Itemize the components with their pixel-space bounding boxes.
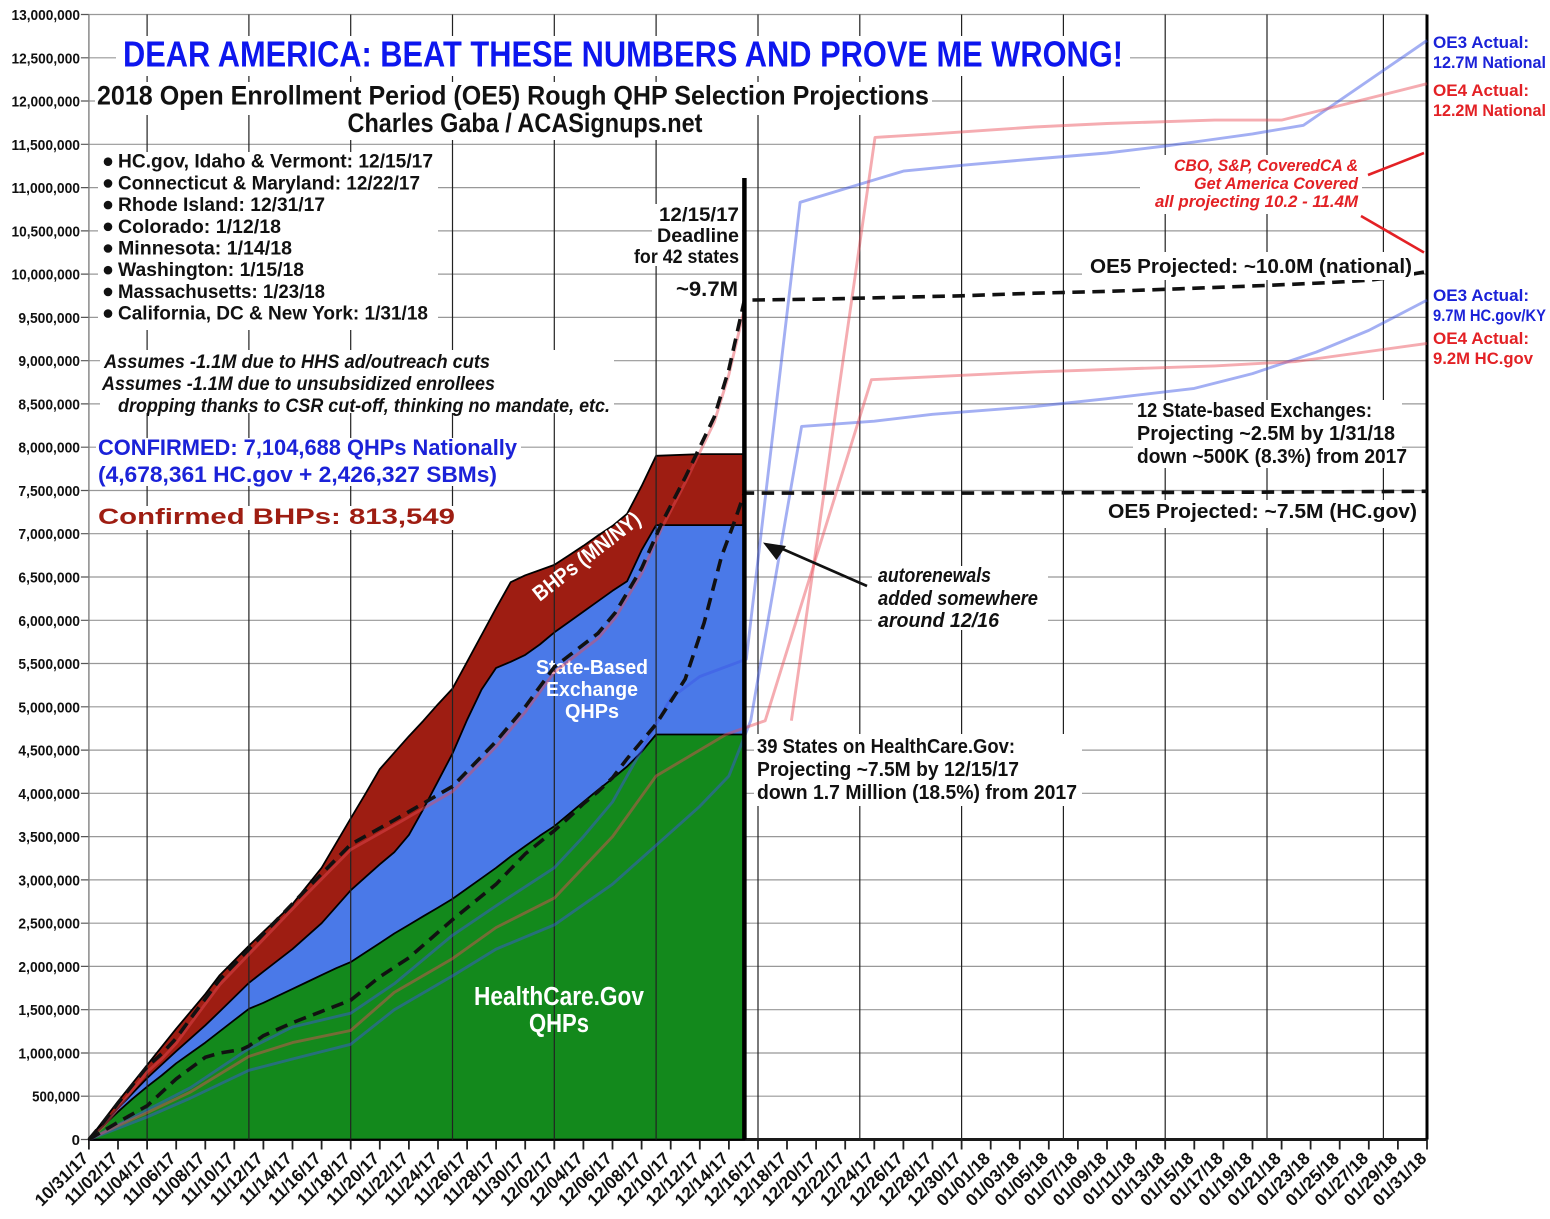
svg-text:QHPs: QHPs <box>529 1010 589 1038</box>
svg-text:7,000,000: 7,000,000 <box>18 526 80 543</box>
svg-text:down ~500K (8.3%) from 2017: down ~500K (8.3%) from 2017 <box>1137 446 1407 468</box>
svg-text:10,000,000: 10,000,000 <box>12 267 81 284</box>
svg-text:Deadline: Deadline <box>657 226 739 247</box>
svg-text:12,000,000: 12,000,000 <box>12 94 81 111</box>
svg-text:Connecticut & Maryland: 12/22/: Connecticut & Maryland: 12/22/17 <box>118 172 420 194</box>
svg-text:QHPs: QHPs <box>565 700 619 723</box>
svg-text:8,000,000: 8,000,000 <box>18 440 80 457</box>
svg-text:9,500,000: 9,500,000 <box>18 310 80 327</box>
svg-text:1,000,000: 1,000,000 <box>18 1046 80 1063</box>
svg-text:Assumes -1.1M due to HHS ad/ou: Assumes -1.1M due to HHS ad/outreach cut… <box>103 352 490 373</box>
svg-text:added somewhere: added somewhere <box>878 588 1038 610</box>
svg-text:~9.7M: ~9.7M <box>676 278 738 301</box>
svg-text:OE4 Actual:: OE4 Actual: <box>1433 329 1529 348</box>
svg-text:HC.gov, Idaho & Vermont: 12/15: HC.gov, Idaho & Vermont: 12/15/17 <box>118 151 433 173</box>
svg-text:12,500,000: 12,500,000 <box>12 50 81 67</box>
svg-text:OE3 Actual:: OE3 Actual: <box>1433 286 1529 305</box>
svg-text:California, DC & New York: 1/3: California, DC & New York: 1/31/18 <box>118 303 428 325</box>
svg-text:Rhode Island: 12/31/17: Rhode Island: 12/31/17 <box>118 194 325 216</box>
svg-text:autorenewals: autorenewals <box>878 565 991 587</box>
svg-text:CBO, S&P, CoveredCA &: CBO, S&P, CoveredCA & <box>1174 157 1358 175</box>
svg-text:4,000,000: 4,000,000 <box>18 786 80 803</box>
svg-text:3,000,000: 3,000,000 <box>18 872 80 889</box>
svg-text:Exchange: Exchange <box>546 678 638 701</box>
svg-text:5,000,000: 5,000,000 <box>18 699 80 716</box>
svg-text:9,000,000: 9,000,000 <box>18 353 80 370</box>
svg-text:3,500,000: 3,500,000 <box>18 829 80 846</box>
svg-text:4,500,000: 4,500,000 <box>18 743 80 760</box>
svg-text:Confirmed BHPs: 813,549: Confirmed BHPs: 813,549 <box>98 504 455 529</box>
svg-text:for 42 states: for 42 states <box>634 247 739 268</box>
svg-text:0: 0 <box>72 1132 80 1149</box>
svg-text:10,500,000: 10,500,000 <box>12 223 81 240</box>
svg-text:OE5 Projected: ~7.5M (HC.gov): OE5 Projected: ~7.5M (HC.gov) <box>1108 501 1417 523</box>
svg-text:OE5 Projected: ~10.0M (nationa: OE5 Projected: ~10.0M (national) <box>1090 256 1412 278</box>
svg-text:OE4 Actual:: OE4 Actual: <box>1433 81 1529 100</box>
svg-text:8,500,000: 8,500,000 <box>18 396 80 413</box>
svg-text:Massachusetts: 1/23/18: Massachusetts: 1/23/18 <box>118 281 325 303</box>
svg-text:Colorado: 1/12/18: Colorado: 1/12/18 <box>118 216 281 238</box>
svg-text:11,500,000: 11,500,000 <box>12 137 81 154</box>
svg-text:39 States on HealthCare.Gov:: 39 States on HealthCare.Gov: <box>757 736 1015 758</box>
svg-text:Washington: 1/15/18: Washington: 1/15/18 <box>118 259 304 281</box>
svg-text:CONFIRMED: 7,104,688 QHPs Nati: CONFIRMED: 7,104,688 QHPs Nationally <box>98 435 518 460</box>
svg-text:Projecting ~2.5M by 1/31/18: Projecting ~2.5M by 1/31/18 <box>1137 423 1395 445</box>
svg-text:around 12/16: around 12/16 <box>878 610 1000 632</box>
svg-text:12.2M National: 12.2M National <box>1433 101 1546 120</box>
svg-text:dropping thanks to CSR cut-off: dropping thanks to CSR cut-off, thinking… <box>118 396 610 417</box>
svg-text:1,500,000: 1,500,000 <box>18 1002 80 1019</box>
svg-text:6,500,000: 6,500,000 <box>18 570 80 587</box>
svg-text:2,000,000: 2,000,000 <box>18 959 80 976</box>
svg-text:11,000,000: 11,000,000 <box>12 180 81 197</box>
svg-text:5,500,000: 5,500,000 <box>18 656 80 673</box>
svg-text:Minnesota: 1/14/18: Minnesota: 1/14/18 <box>118 238 292 260</box>
svg-text:Get America Covered: Get America Covered <box>1194 175 1359 193</box>
svg-text:9.2M HC.gov: 9.2M HC.gov <box>1433 349 1534 368</box>
svg-text:(4,678,361 HC.gov + 2,426,327: (4,678,361 HC.gov + 2,426,327 SBMs) <box>98 462 497 487</box>
svg-text:DEAR AMERICA: BEAT THESE NUMBE: DEAR AMERICA: BEAT THESE NUMBERS AND PRO… <box>123 34 1123 75</box>
svg-text:down 1.7 Million (18.5%) from: down 1.7 Million (18.5%) from 2017 <box>757 782 1077 804</box>
svg-text:Projecting ~7.5M by 12/15/17: Projecting ~7.5M by 12/15/17 <box>757 759 1019 781</box>
svg-text:HealthCare.Gov: HealthCare.Gov <box>474 983 645 1011</box>
svg-text:6,000,000: 6,000,000 <box>18 613 80 630</box>
svg-text:12 State-based Exchanges:: 12 State-based Exchanges: <box>1137 400 1372 422</box>
svg-text:7,500,000: 7,500,000 <box>18 483 80 500</box>
svg-text:12.7M National: 12.7M National <box>1433 53 1546 72</box>
svg-text:13,000,000: 13,000,000 <box>12 7 81 24</box>
svg-text:Charles Gaba / ACASignups.net: Charles Gaba / ACASignups.net <box>348 108 703 138</box>
svg-text:OE3 Actual:: OE3 Actual: <box>1433 33 1529 52</box>
svg-text:12/15/17: 12/15/17 <box>659 205 739 226</box>
svg-text:9.7M HC.gov/KY: 9.7M HC.gov/KY <box>1433 306 1547 325</box>
svg-text:2018 Open Enrollment Period (O: 2018 Open Enrollment Period (OE5) Rough … <box>97 81 929 111</box>
svg-text:all projecting 10.2 - 11.4M: all projecting 10.2 - 11.4M <box>1155 193 1359 211</box>
svg-text:Assumes -1.1M due to unsubsidi: Assumes -1.1M due to unsubsidized enroll… <box>101 374 495 395</box>
svg-text:500,000: 500,000 <box>32 1089 80 1106</box>
svg-text:2,500,000: 2,500,000 <box>18 916 80 933</box>
